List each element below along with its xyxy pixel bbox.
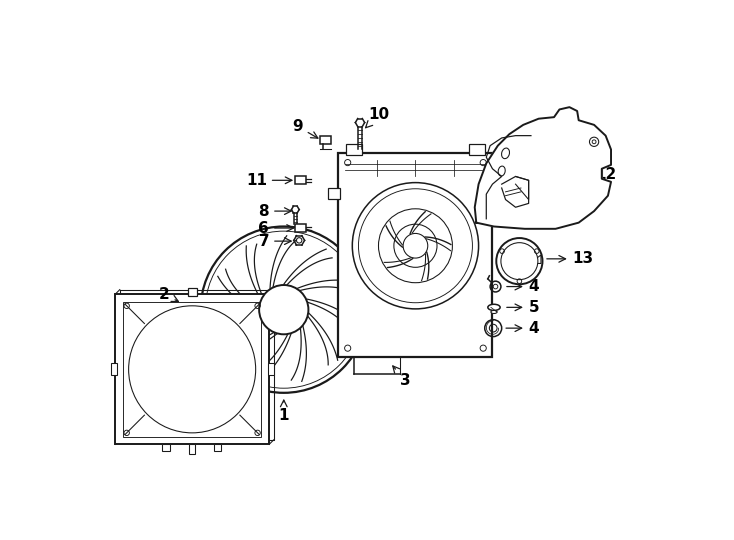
- Ellipse shape: [488, 304, 500, 310]
- Text: 11: 11: [246, 173, 292, 188]
- Text: 4: 4: [506, 321, 539, 336]
- Text: 8: 8: [258, 204, 291, 219]
- Bar: [320, 137, 331, 144]
- Bar: [338, 153, 493, 357]
- Text: 3: 3: [393, 366, 411, 388]
- Bar: [327, 188, 340, 199]
- Text: 10: 10: [366, 107, 389, 128]
- Text: 1: 1: [278, 400, 289, 423]
- Text: 5: 5: [506, 300, 539, 315]
- Text: 2: 2: [159, 287, 178, 302]
- Text: 7: 7: [258, 234, 291, 248]
- Bar: [189, 444, 195, 454]
- Bar: [162, 444, 170, 450]
- Bar: [115, 294, 269, 444]
- Bar: [295, 177, 306, 184]
- Circle shape: [496, 238, 542, 284]
- Text: 6: 6: [258, 220, 294, 235]
- Text: 12: 12: [570, 167, 617, 181]
- Bar: [214, 444, 222, 450]
- Bar: [123, 302, 261, 437]
- Polygon shape: [475, 107, 611, 229]
- Ellipse shape: [491, 310, 497, 314]
- Circle shape: [259, 285, 308, 334]
- Bar: [493, 188, 505, 199]
- Bar: [187, 288, 197, 296]
- Bar: [295, 224, 306, 232]
- Bar: [346, 144, 362, 155]
- Bar: [469, 144, 484, 155]
- Text: 4: 4: [506, 279, 539, 294]
- Text: 9: 9: [292, 119, 318, 138]
- Bar: [111, 363, 117, 375]
- Text: 13: 13: [547, 251, 594, 266]
- Bar: [268, 363, 274, 375]
